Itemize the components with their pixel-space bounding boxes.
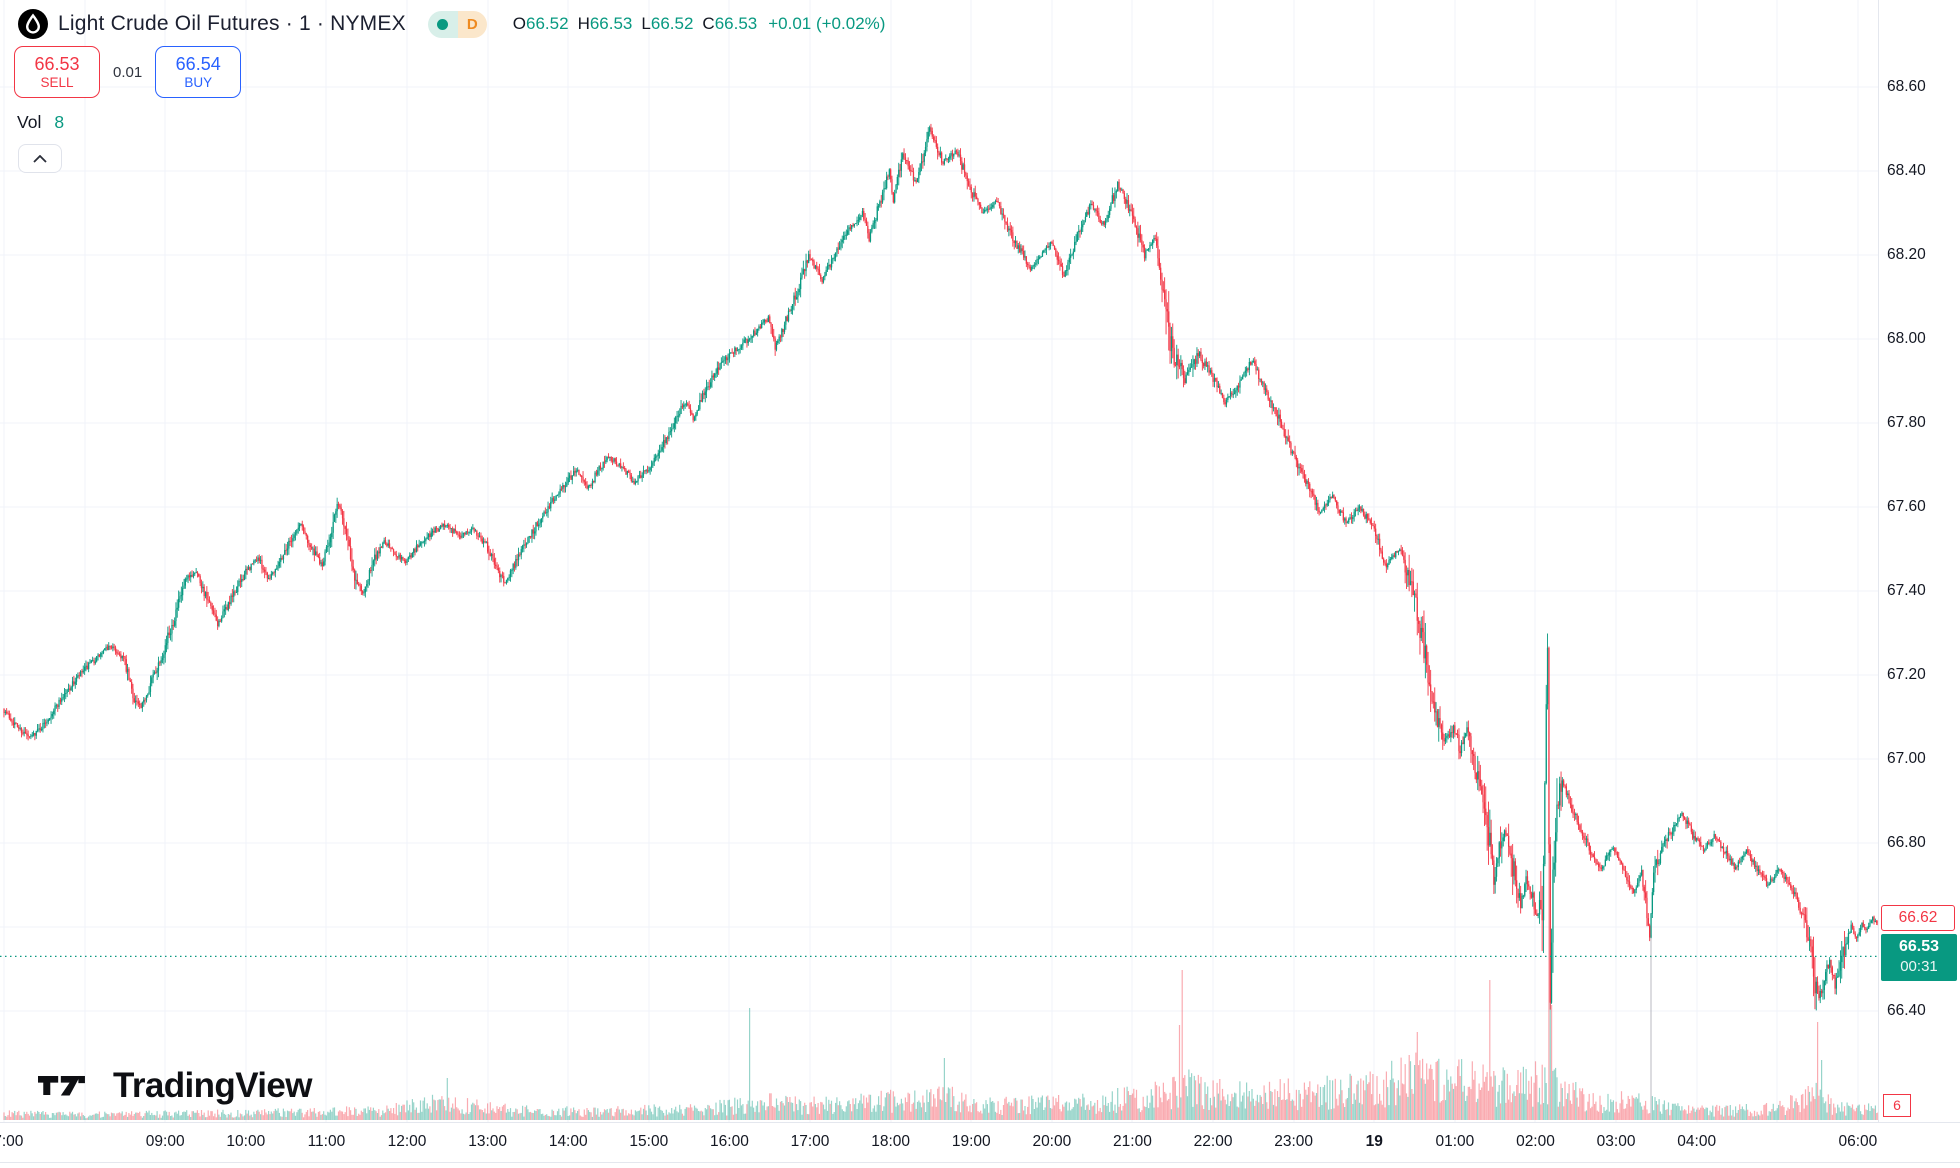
status-dot-segment — [427, 10, 458, 38]
time-tick-label: 17:00 — [790, 1133, 830, 1150]
time-axis[interactable]: 07:00 09:00 10:00 11:00 12:00 13:00 14:00 15:00… — [0, 1122, 1960, 1163]
market-status-pill[interactable]: D — [427, 10, 487, 38]
time-tick-label: 07:00 — [0, 1133, 24, 1150]
price-tick-label: 67.00 — [1887, 750, 1926, 767]
time-tick-label: 16:00 — [710, 1133, 749, 1150]
buy-price: 66.54 — [175, 53, 221, 74]
vol-label: Vol — [17, 112, 42, 132]
collapse-trade-panel-button[interactable] — [18, 144, 62, 173]
price-tick-label: 67.20 — [1887, 666, 1926, 683]
time-tick-label: 09:00 — [145, 1133, 185, 1150]
oil-drop-icon — [18, 9, 48, 39]
high-label: H — [577, 14, 590, 33]
vol-value: 8 — [54, 112, 65, 132]
price-tick-label: 68.00 — [1887, 330, 1926, 347]
time-tick-label: 19 — [1365, 1133, 1383, 1150]
last-volume-label: 6 — [1883, 1094, 1911, 1117]
last-price-badge: 66.53 00:31 — [1881, 934, 1957, 982]
price-tick-label: 68.20 — [1887, 246, 1926, 263]
buy-button[interactable]: 66.54 BUY — [155, 46, 242, 98]
sell-label: SELL — [40, 74, 74, 90]
chevron-up-icon — [33, 154, 47, 163]
trade-panel: 66.53 SELL 0.01 66.54 BUY — [14, 46, 242, 98]
candlestick-chart[interactable] — [0, 0, 1878, 1122]
data-mode-badge: D — [457, 10, 487, 38]
time-tick-label: 18:00 — [871, 1133, 911, 1150]
time-tick-label: 20:00 — [1032, 1133, 1072, 1150]
time-tick-label: 06:00 — [1838, 1133, 1878, 1150]
status-dot-icon — [437, 18, 449, 30]
time-tick-label: 22:00 — [1193, 1133, 1233, 1150]
last-price-value: 66.53 — [1898, 938, 1940, 956]
time-tick-label: 13:00 — [468, 1133, 508, 1150]
open-value: 66.52 — [526, 14, 569, 33]
time-tick-label: 04:00 — [1677, 1133, 1717, 1150]
close-label: C — [702, 14, 715, 33]
tradingview-watermark[interactable]: TradingView — [38, 1066, 313, 1106]
price-tick-label: 67.60 — [1887, 498, 1926, 515]
change-value: +0.01 (+0.02%) — [768, 14, 886, 33]
time-tick-label: 14:00 — [548, 1133, 588, 1150]
chart-legend-header: Light Crude Oil Futures · 1 · NYMEX D O6… — [18, 8, 885, 40]
low-label: L — [641, 14, 651, 33]
sell-price: 66.53 — [34, 53, 80, 74]
sell-price-marker: 66.62 — [1881, 904, 1955, 931]
price-tick-label: 66.40 — [1887, 1002, 1926, 1019]
high-value: 66.53 — [589, 14, 633, 33]
tradingview-logo-icon — [38, 1075, 85, 1096]
time-tick-label: 15:00 — [629, 1133, 669, 1150]
buy-label: BUY — [184, 74, 213, 90]
volume-readout: Vol 8 — [17, 112, 64, 133]
candle-bodies-down — [3, 127, 1878, 1003]
volume-bars — [3, 838, 1878, 1120]
price-axis[interactable]: 66.4066.6066.8067.0067.2067.4067.6067.80… — [1878, 0, 1960, 1122]
spread-value: 0.01 — [113, 63, 143, 81]
price-tick-label: 68.40 — [1887, 162, 1926, 179]
price-tick-label: 67.80 — [1887, 414, 1926, 431]
close-value: 66.53 — [714, 14, 758, 33]
tradingview-wordmark: TradingView — [113, 1066, 313, 1105]
symbol-title[interactable]: Light Crude Oil Futures · 1 · NYMEX — [58, 12, 406, 35]
candle-wicks — [3, 123, 1878, 1011]
sell-button[interactable]: 66.53 SELL — [14, 46, 100, 98]
price-tick-label: 67.40 — [1887, 582, 1926, 599]
time-tick-label: 02:00 — [1516, 1133, 1555, 1150]
ohlc-readout: O66.52 H66.53 L66.52 C66.53 +0.01 (+0.02… — [513, 14, 886, 34]
time-tick-label: 23:00 — [1274, 1133, 1314, 1150]
open-label: O — [512, 14, 527, 33]
time-tick-label: 11:00 — [307, 1133, 346, 1150]
time-tick-label: 10:00 — [226, 1133, 266, 1150]
price-tick-label: 68.60 — [1887, 78, 1926, 95]
time-tick-label: 03:00 — [1596, 1133, 1636, 1150]
low-value: 66.52 — [650, 14, 694, 33]
time-tick-label: 01:00 — [1435, 1133, 1475, 1150]
time-tick-label: 19:00 — [951, 1133, 991, 1150]
time-axis-labels: 07:00 09:00 10:00 11:00 12:00 13:00 14:00 15:00… — [0, 1123, 1878, 1162]
time-tick-label: 12:00 — [387, 1133, 427, 1150]
price-tick-label: 66.80 — [1887, 834, 1926, 851]
bar-countdown: 00:31 — [1900, 958, 1938, 976]
candle-bodies-up — [4, 127, 1876, 1003]
time-tick-label: 21:00 — [1113, 1133, 1152, 1150]
